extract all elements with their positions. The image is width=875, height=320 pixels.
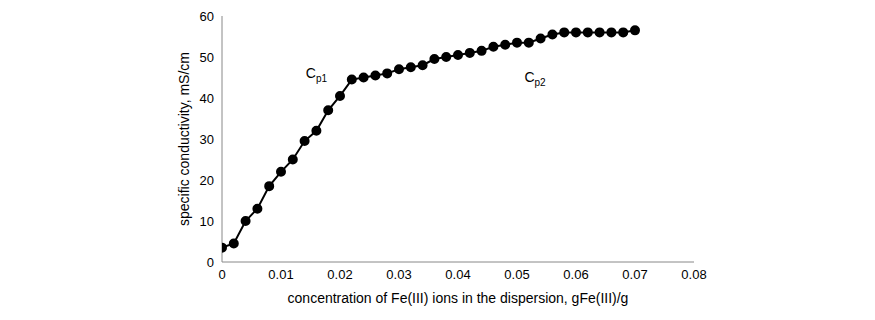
svg-text:20: 20 <box>200 173 214 188</box>
svg-text:0.04: 0.04 <box>445 267 470 282</box>
svg-text:Cp1: Cp1 <box>306 65 328 84</box>
svg-text:0.02: 0.02 <box>327 267 352 282</box>
svg-text:specific conductivity, mS/cm: specific conductivity, mS/cm <box>176 52 192 226</box>
svg-text:0: 0 <box>207 255 214 270</box>
svg-text:10: 10 <box>200 214 214 229</box>
svg-text:0: 0 <box>218 267 225 282</box>
svg-text:40: 40 <box>200 91 214 106</box>
svg-text:30: 30 <box>200 132 214 147</box>
svg-text:0.06: 0.06 <box>563 267 588 282</box>
svg-text:concentration of Fe(III) ions: concentration of Fe(III) ions in the dis… <box>288 290 629 306</box>
svg-text:0.05: 0.05 <box>504 267 529 282</box>
svg-text:Cp2: Cp2 <box>524 69 546 88</box>
svg-text:0.08: 0.08 <box>681 267 706 282</box>
svg-text:0.07: 0.07 <box>622 267 647 282</box>
svg-text:50: 50 <box>200 50 214 65</box>
svg-text:60: 60 <box>200 9 214 24</box>
svg-text:0.01: 0.01 <box>268 267 293 282</box>
svg-text:0.03: 0.03 <box>386 267 411 282</box>
